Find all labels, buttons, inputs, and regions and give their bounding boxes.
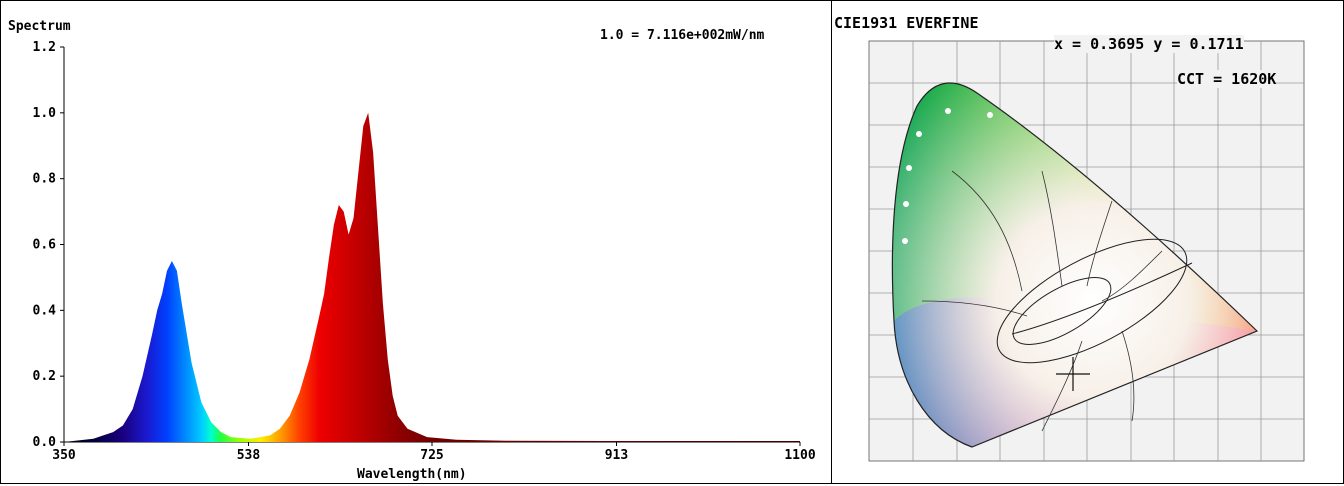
x-tick-label: 538 xyxy=(237,448,261,463)
y-tick-label: 1.2 xyxy=(33,40,56,55)
y-tick-label: 0.0 xyxy=(33,435,57,450)
cct-readout: CCT = 1620K xyxy=(1177,70,1277,88)
x-tick-label: 725 xyxy=(420,448,443,463)
cie-horseshoe xyxy=(891,82,1259,448)
spectrum-series xyxy=(64,112,800,443)
cie-header: CIE1931 EVERFINE xyxy=(834,14,979,32)
x-tick-label: 350 xyxy=(52,448,76,463)
spectrum-chart: 0.0 0.2 0.4 0.6 0.8 1.0 1.2 350 538 725 913 1100 xyxy=(33,40,816,463)
y-tick-label: 0.4 xyxy=(33,303,57,318)
cie-panel: CIE1931 EVERFINE x = 0.3695 y = 0.1711 C… xyxy=(831,0,1344,484)
spectrum-area xyxy=(64,112,800,443)
x-tick-label: 913 xyxy=(605,448,628,463)
spectrum-panel: Spectrum 1.0 = 7.116e+002mW/nm xyxy=(0,0,832,484)
scale-note: 1.0 = 7.116e+002mW/nm xyxy=(600,28,765,43)
tick-labels: 0.0 0.2 0.4 0.6 0.8 1.0 1.2 350 538 725 913 1100 xyxy=(33,40,816,463)
y-tick-label: 0.8 xyxy=(33,172,57,187)
x-tick-label: 1100 xyxy=(784,448,815,463)
y-tick-label: 0.2 xyxy=(33,369,56,384)
xy-readout: x = 0.3695 y = 0.1711 xyxy=(1054,35,1244,53)
chromaticity-marker xyxy=(1056,357,1090,391)
cie-diagram xyxy=(868,40,1305,462)
spectrum-title: Spectrum xyxy=(8,19,71,34)
y-tick-label: 0.6 xyxy=(33,238,57,253)
y-tick-label: 1.0 xyxy=(33,106,57,121)
x-axis-label: Wavelength(nm) xyxy=(357,467,467,482)
